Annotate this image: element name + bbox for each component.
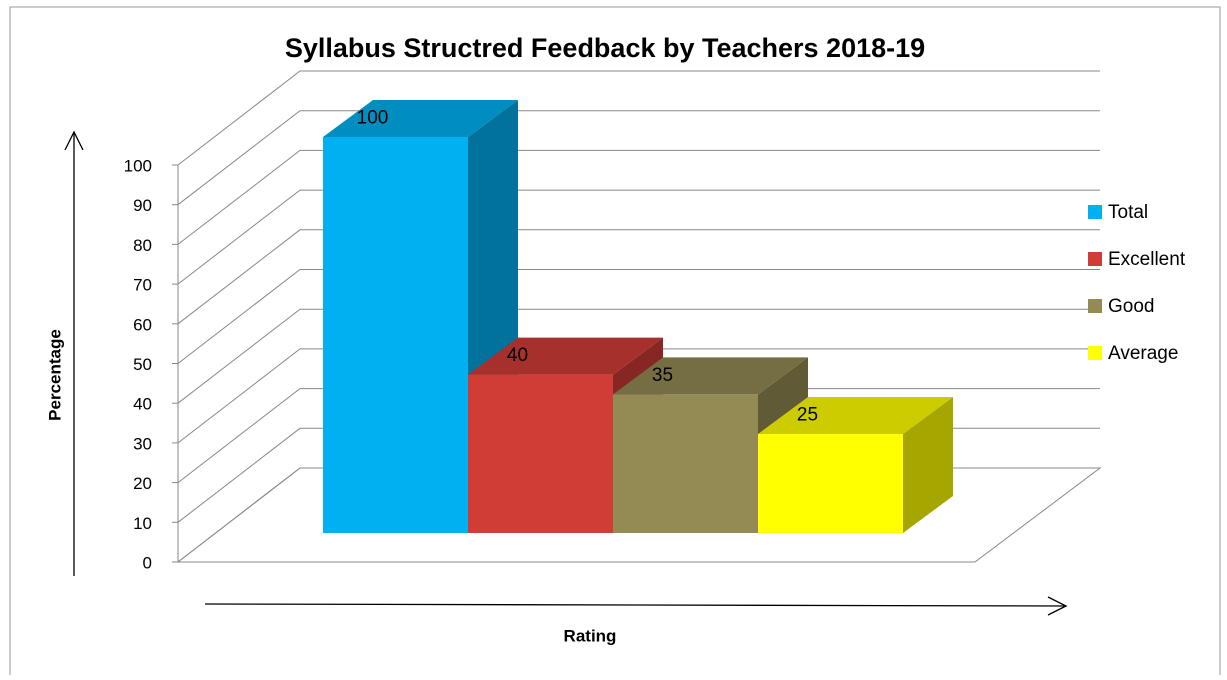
- bar-top: [758, 397, 953, 434]
- bar: [613, 394, 758, 533]
- bar-top: [323, 100, 518, 137]
- y-tick-label: 50: [133, 355, 152, 374]
- bar: [758, 434, 903, 533]
- data-label: 25: [797, 405, 818, 426]
- legend-swatch: [1088, 252, 1102, 266]
- legend-swatch: [1088, 299, 1102, 313]
- grid-line: [177, 229, 1100, 325]
- grid-line: [177, 149, 1100, 245]
- y-tick-label: 30: [133, 434, 152, 453]
- chart-title: Syllabus Structred Feedback by Teachers …: [285, 33, 925, 63]
- grid-line: [177, 269, 1100, 364]
- y-tick-label: 40: [133, 395, 152, 414]
- bar: [468, 374, 613, 533]
- axis-arrows: [64, 130, 1068, 616]
- y-axis-label: Percentage: [45, 329, 64, 421]
- legend-swatch: [1088, 346, 1102, 360]
- x-axis-label: Rating: [564, 626, 617, 645]
- bar-side: [903, 397, 953, 533]
- bar-top: [468, 337, 663, 375]
- y-tick-label: 20: [133, 474, 152, 493]
- legend-label: Good: [1108, 296, 1154, 317]
- grid-line: [177, 70, 1100, 166]
- data-label: 40: [507, 345, 528, 366]
- y-tick-label: 90: [133, 196, 152, 215]
- grid-line: [177, 308, 1100, 404]
- y-tick-label: 80: [133, 236, 152, 255]
- y-tick-label: 60: [133, 315, 152, 334]
- grid-line: [177, 189, 1100, 285]
- data-label: 100: [357, 108, 389, 129]
- bar: [323, 137, 468, 533]
- legend-label: Average: [1108, 343, 1178, 364]
- legend-label: Excellent: [1108, 249, 1186, 270]
- legend-label: Total: [1108, 202, 1148, 223]
- y-tick-label: 10: [133, 514, 152, 533]
- data-label: 35: [652, 365, 673, 386]
- grid-line: [177, 110, 1100, 206]
- grid-line: [177, 388, 1100, 483]
- y-tick-label: 0: [143, 553, 152, 572]
- grid-line: [177, 348, 1100, 444]
- y-tick-label: 70: [133, 276, 152, 295]
- legend-swatch: [1088, 205, 1102, 219]
- bar-top: [613, 357, 808, 395]
- y-tick-label: 100: [124, 156, 152, 175]
